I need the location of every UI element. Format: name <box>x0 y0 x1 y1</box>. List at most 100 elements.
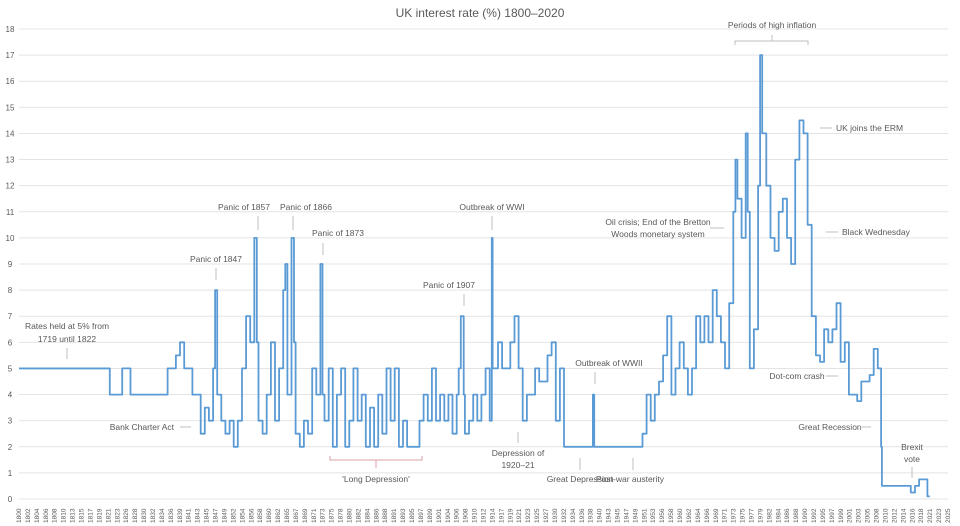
x-tick-label: 1964 <box>695 508 702 523</box>
x-tick-label: 1852 <box>230 508 237 523</box>
x-tick-label: 1802 <box>25 508 32 523</box>
x-tick-label: 1992 <box>811 508 818 523</box>
x-tick-label: 1869 <box>302 508 309 523</box>
x-tick-label: 1914 <box>489 508 496 523</box>
x-tick-label: 1826 <box>123 508 130 523</box>
x-tick-label: 2021 <box>927 508 934 523</box>
y-tick-label: 11 <box>6 208 15 217</box>
x-tick-label: 1886 <box>373 508 380 523</box>
x-tick-label: 2003 <box>856 508 863 523</box>
x-tick-label: 2014 <box>900 508 907 523</box>
series-line-interest-rate <box>19 54 930 498</box>
x-tick-label: 1828 <box>132 508 139 523</box>
x-tick-label: 1951 <box>641 508 648 523</box>
x-tick-label: 1847 <box>213 508 220 523</box>
x-tick-label: 1810 <box>61 508 68 523</box>
y-tick-label: 12 <box>6 182 15 191</box>
x-tick-label: 1962 <box>686 508 693 523</box>
y-tick-label: 3 <box>8 417 13 426</box>
x-tick-label: 1895 <box>409 508 416 523</box>
x-tick-label: 1875 <box>329 508 336 523</box>
annotation-brexit-2: vote <box>904 454 920 464</box>
x-tick-label: 2005 <box>865 508 872 523</box>
x-tick-label: 1884 <box>364 508 371 523</box>
x-tick-label: 1849 <box>221 508 228 523</box>
x-tick-label: 1841 <box>186 508 193 523</box>
y-tick-label: 10 <box>6 234 15 243</box>
x-tick-label: 1906 <box>454 508 461 523</box>
y-tick-label: 14 <box>6 129 15 138</box>
x-tick-label: 1845 <box>204 508 211 523</box>
y-tick-label: 18 <box>6 25 15 34</box>
x-tick-label: 1947 <box>623 508 630 523</box>
x-tick-label: 1982 <box>766 508 773 523</box>
y-tick-label: 5 <box>8 364 13 373</box>
x-tick-label: 1995 <box>820 508 827 523</box>
x-tick-label: 1865 <box>284 508 291 523</box>
x-tick-label: 1932 <box>561 508 568 523</box>
x-tick-label: 1969 <box>713 508 720 523</box>
y-tick-label: 4 <box>8 391 13 400</box>
annotation-depression-1920: Depression of <box>492 448 545 458</box>
x-tick-label: 2001 <box>847 508 854 523</box>
x-tick-label: 1966 <box>704 508 711 523</box>
x-tick-label: 2012 <box>891 508 898 523</box>
x-tick-label: 1917 <box>498 508 505 523</box>
x-tick-label: 1839 <box>177 508 184 523</box>
y-tick-label: 1 <box>8 469 13 478</box>
x-tick-label: 1858 <box>257 508 264 523</box>
x-tick-label: 1943 <box>606 508 613 523</box>
x-tick-label: 1945 <box>614 508 621 523</box>
annotation-wwi: Outbreak of WWI <box>459 202 524 212</box>
x-tick-label: 1901 <box>436 508 443 523</box>
y-tick-label: 6 <box>8 338 13 347</box>
x-tick-label: 1979 <box>757 508 764 523</box>
annotation-post-war-austerity: Post-war austerity <box>596 474 665 484</box>
x-tick-label: 1843 <box>195 508 202 523</box>
x-tick-label: 1815 <box>79 508 86 523</box>
annotation-bank-charter-act: Bank Charter Act <box>110 422 175 432</box>
x-tick-label: 1940 <box>597 508 604 523</box>
annotation-panic-1873: Panic of 1873 <box>312 228 364 238</box>
x-tick-label: 1813 <box>70 508 77 523</box>
x-tick-label: 1988 <box>793 508 800 523</box>
x-tick-label: 1908 <box>463 508 470 523</box>
x-tick-label: 1836 <box>168 508 175 523</box>
x-tick-label: 1977 <box>748 508 755 523</box>
y-tick-label: 16 <box>6 77 15 86</box>
x-tick-label: 1949 <box>632 508 639 523</box>
annotation-panic-1866: Panic of 1866 <box>280 202 332 212</box>
x-tick-label: 1873 <box>320 508 327 523</box>
x-tick-label: 1893 <box>400 508 407 523</box>
x-tick-label: 1871 <box>311 508 318 523</box>
x-tick-label: 1897 <box>418 508 425 523</box>
x-tick-label: 2008 <box>874 508 881 523</box>
x-tick-label: 1921 <box>516 508 523 523</box>
x-tick-label: 2018 <box>918 508 925 523</box>
x-tick-label: 1953 <box>650 508 657 523</box>
annotation-black-wednesday: Black Wednesday <box>842 227 911 237</box>
x-tick-label: 1938 <box>588 508 595 523</box>
x-tick-label: 1899 <box>427 508 434 523</box>
x-tick-label: 2010 <box>882 508 889 523</box>
x-tick-label: 1975 <box>740 508 747 523</box>
x-tick-label: 1878 <box>338 508 345 523</box>
x-tick-label: 1986 <box>784 508 791 523</box>
annotation-great-depression: Great Depression <box>547 474 614 484</box>
x-tick-label: 1821 <box>105 508 112 523</box>
annotation-panic-1907: Panic of 1907 <box>423 280 475 290</box>
x-tick-label: 1819 <box>96 508 103 523</box>
annotation-long-depression: 'Long Depression' <box>342 474 410 484</box>
x-tick-label: 1891 <box>391 508 398 523</box>
x-tick-label: 1854 <box>239 508 246 523</box>
annotation-wwii: Outbreak of WWII <box>575 358 643 368</box>
annotation-rates-held: Rates held at 5% from <box>25 321 109 331</box>
x-tick-label: 1904 <box>445 508 452 523</box>
x-tick-label: 1990 <box>802 508 809 523</box>
x-tick-label: 1882 <box>355 508 362 523</box>
x-tick-label: 1808 <box>52 508 59 523</box>
y-tick-label: 9 <box>8 260 13 269</box>
x-tick-label: 1973 <box>731 508 738 523</box>
